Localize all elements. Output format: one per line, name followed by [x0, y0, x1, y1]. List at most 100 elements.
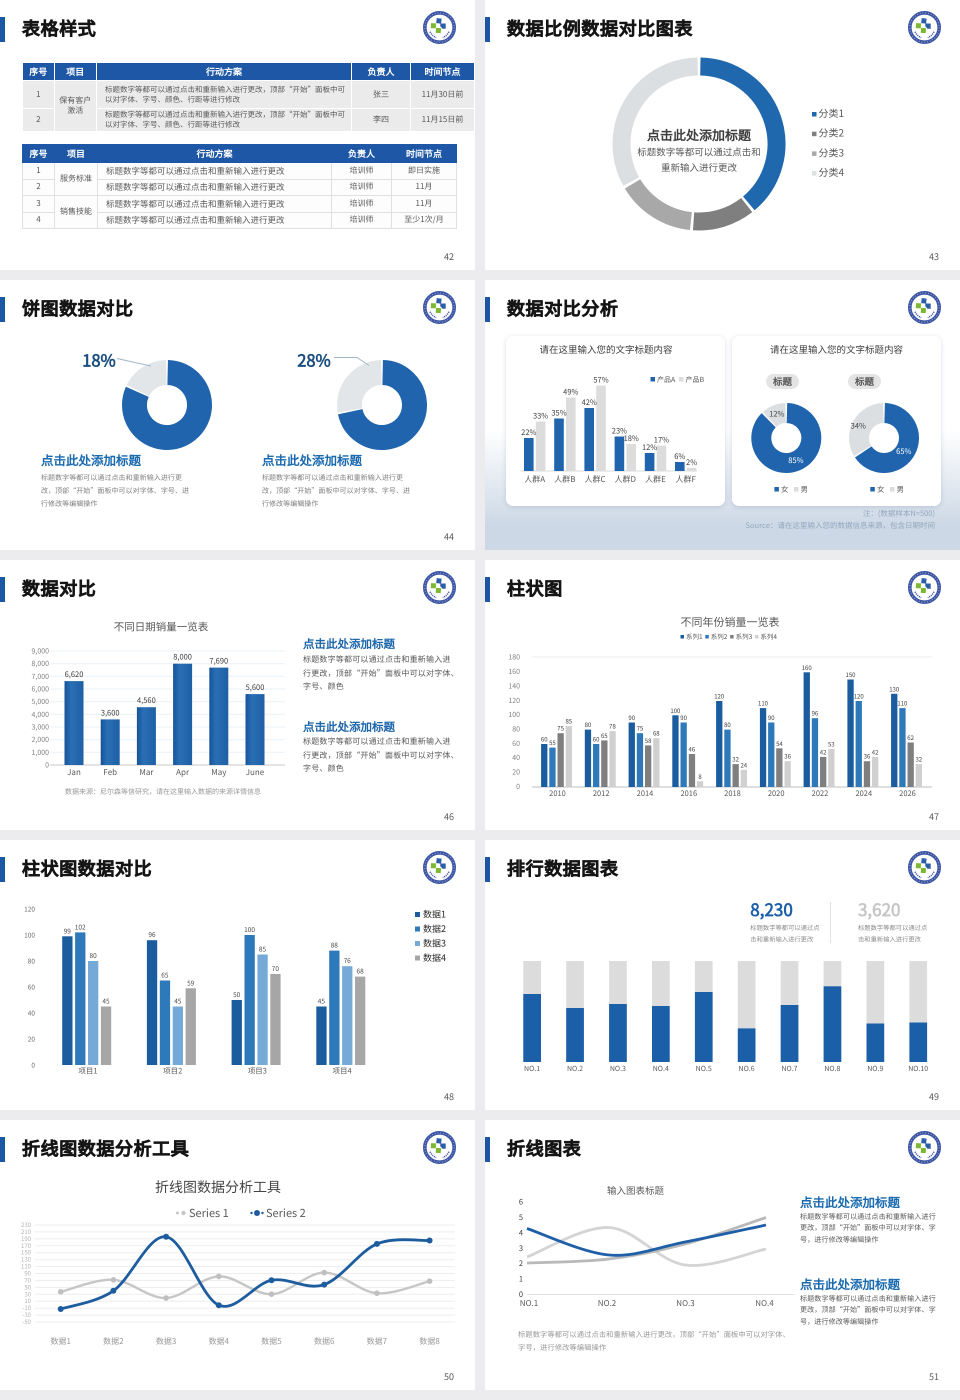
svg-text:人群D: 人群D [615, 474, 637, 485]
svg-text:NO.10: NO.10 [908, 1064, 928, 1074]
svg-text:数据5: 数据5 [261, 1336, 281, 1347]
svg-text:7,690: 7,690 [209, 656, 228, 667]
svg-text:标题: 标题 [854, 374, 875, 388]
svg-text:22%: 22% [521, 427, 536, 438]
svg-text:6,620: 6,620 [65, 669, 84, 680]
svg-text:23%: 23% [612, 426, 627, 437]
svg-text:击和重新输入进行更改: 击和重新输入进行更改 [750, 935, 814, 944]
svg-text:42: 42 [820, 747, 827, 756]
svg-text:6,000: 6,000 [32, 685, 50, 695]
svg-text:75: 75 [557, 724, 564, 733]
svg-text:3,000: 3,000 [32, 723, 50, 733]
svg-text:NO.7: NO.7 [781, 1064, 797, 1074]
svg-text:标题数字等都可以通过点: 标题数字等都可以通过点 [858, 923, 927, 932]
svg-text:分类3: 分类3 [819, 144, 845, 159]
svg-text:3,620: 3,620 [858, 896, 900, 921]
svg-text:55: 55 [549, 738, 556, 747]
svg-text:数据1: 数据1 [50, 1336, 70, 1347]
svg-text:项目4: 项目4 [333, 1066, 352, 1077]
svg-text:85: 85 [259, 944, 267, 954]
svg-text:2012: 2012 [593, 788, 610, 799]
svg-text:32: 32 [732, 755, 739, 764]
svg-text:3: 3 [519, 1243, 523, 1254]
svg-text:20: 20 [28, 1033, 36, 1043]
svg-text:18%: 18% [624, 433, 639, 444]
svg-text:-30: -30 [22, 1310, 31, 1319]
svg-text:2,000: 2,000 [32, 735, 50, 745]
svg-text:点击此处添加标题: 点击此处添加标题 [647, 125, 752, 144]
svg-text:-50: -50 [22, 1317, 31, 1326]
svg-text:标题数字等都可以通过点: 标题数字等都可以通过点 [750, 923, 819, 932]
svg-text:分类4: 分类4 [819, 164, 845, 179]
svg-text:男: 男 [801, 484, 809, 495]
svg-text:12%: 12% [769, 409, 784, 420]
svg-text:46: 46 [688, 745, 695, 754]
svg-text:210: 210 [21, 1227, 32, 1236]
svg-text:150: 150 [846, 670, 857, 679]
svg-text:65: 65 [601, 731, 608, 740]
svg-text:45: 45 [318, 996, 326, 1006]
svg-text:数据8: 数据8 [419, 1336, 440, 1347]
svg-text:85: 85 [565, 717, 572, 726]
svg-text:4,560: 4,560 [137, 695, 156, 706]
svg-text:数据来源：尼尔森等信研究，请在这里输入数据的来源详情信息: 数据来源：尼尔森等信研究，请在这里输入数据的来源详情信息 [65, 787, 261, 797]
svg-text:女: 女 [781, 484, 789, 495]
svg-text:130: 130 [21, 1255, 32, 1264]
svg-text:80: 80 [724, 720, 731, 729]
svg-text:8: 8 [698, 772, 702, 781]
svg-text:数据3: 数据3 [156, 1336, 176, 1347]
svg-text:折线图数据分析工具: 折线图数据分析工具 [155, 1177, 281, 1197]
svg-text:42: 42 [872, 747, 879, 756]
svg-text:数据6: 数据6 [314, 1336, 335, 1347]
svg-text:May: May [211, 767, 227, 778]
svg-text:2014: 2014 [637, 788, 654, 799]
svg-text:Series 2: Series 2 [266, 1205, 306, 1221]
svg-text:9,000: 9,000 [32, 647, 50, 657]
svg-text:项目2: 项目2 [163, 1066, 182, 1077]
svg-text:分类2: 分类2 [819, 125, 845, 140]
svg-text:190: 190 [21, 1234, 32, 1243]
svg-text:7,000: 7,000 [32, 672, 50, 682]
svg-text:50: 50 [233, 989, 241, 999]
svg-text:34%: 34% [851, 420, 866, 431]
svg-text:96: 96 [148, 929, 156, 939]
svg-text:2018: 2018 [724, 788, 741, 799]
svg-text:5,000: 5,000 [32, 697, 50, 707]
svg-text:女: 女 [877, 484, 885, 495]
svg-text:人群C: 人群C [585, 474, 606, 485]
svg-text:NO.5: NO.5 [696, 1064, 712, 1074]
svg-text:NO.8: NO.8 [824, 1064, 840, 1074]
svg-text:78: 78 [609, 722, 616, 731]
svg-text:2010: 2010 [549, 788, 566, 799]
svg-text:70: 70 [272, 963, 280, 973]
svg-text:NO.1: NO.1 [520, 1298, 538, 1309]
svg-text:NO.2: NO.2 [598, 1298, 617, 1309]
svg-text:数据2: 数据2 [103, 1336, 124, 1347]
svg-text:32: 32 [915, 755, 922, 764]
svg-text:系列1: 系列1 [686, 631, 703, 641]
svg-text:Source：请在这里输入您的数据信息来源，包含日期时间: Source：请在这里输入您的数据信息来源，包含日期时间 [746, 520, 935, 531]
svg-text:Apr: Apr [176, 767, 190, 778]
svg-text:96: 96 [812, 709, 819, 718]
svg-text:53: 53 [828, 740, 835, 749]
svg-text:30: 30 [24, 1289, 31, 1298]
svg-text:5: 5 [519, 1212, 523, 1223]
svg-text:输入图表标题: 输入图表标题 [607, 1183, 665, 1197]
svg-text:系列4: 系列4 [760, 631, 777, 641]
svg-text:36: 36 [864, 752, 871, 761]
svg-text:产品A: 产品A [657, 375, 676, 385]
svg-text:请在这里输入您的文字标题内容: 请在这里输入您的文字标题内容 [539, 342, 673, 356]
svg-text:130: 130 [889, 684, 900, 693]
svg-text:数据3: 数据3 [423, 937, 446, 950]
svg-text:数据4: 数据4 [209, 1336, 230, 1347]
svg-text:NO.4: NO.4 [653, 1064, 669, 1074]
svg-text:5,600: 5,600 [246, 682, 265, 693]
svg-text:产品B: 产品B [686, 375, 705, 385]
svg-text:65%: 65% [896, 446, 911, 457]
svg-text:Series 1: Series 1 [189, 1205, 229, 1221]
svg-text:70: 70 [24, 1275, 31, 1284]
svg-text:110: 110 [758, 699, 769, 708]
svg-text:60: 60 [541, 735, 548, 744]
svg-text:Feb: Feb [103, 767, 117, 778]
svg-text:120: 120 [24, 903, 35, 913]
